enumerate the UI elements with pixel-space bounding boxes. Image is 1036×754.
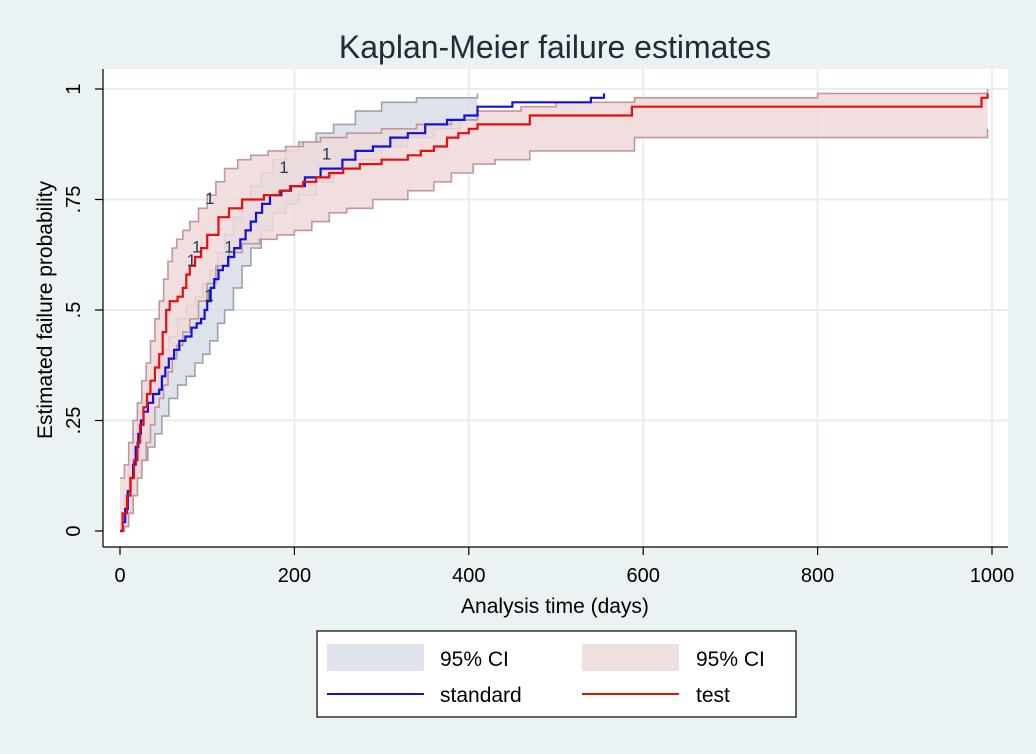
legend: 95% CI 95% CI standard test (316, 630, 797, 718)
chart-title: Kaplan-Meier failure estimates (339, 29, 771, 65)
censor-mark-0: 1 (279, 158, 288, 177)
x-tick-label-5: 1000 (970, 565, 1015, 587)
ci-band-test (120, 89, 988, 531)
legend-label-standard: standard (440, 684, 522, 707)
x-ticks: 0 200 400 600 800 1000 (114, 547, 1014, 587)
series-lines (120, 93, 989, 533)
x-tick-label-4: 800 (801, 565, 834, 587)
censor-mark-1: 1 (322, 145, 331, 164)
censor-mark-6: 1 (204, 286, 213, 305)
x-tick-label-1: 200 (278, 565, 311, 587)
censor-mark-2: 1 (205, 189, 214, 208)
censor-mark-3: 1 (192, 238, 201, 257)
y-ticks: 0 .25 .5 .75 1 (63, 83, 103, 537)
censor-mark-5: 1 (224, 238, 233, 257)
legend-label-test: test (696, 684, 730, 707)
ci-band-test-lower (120, 128, 989, 532)
legend-swatch-ci-test (582, 644, 679, 671)
legend-swatch-ci-standard (327, 644, 424, 671)
censor-mark-4: 1 (187, 251, 196, 270)
legend-label-ci-test: 95% CI (696, 648, 765, 671)
x-axis-label: Analysis time (days) (461, 595, 649, 618)
series-line-test (120, 93, 989, 533)
y-tick-label-0: 0 (63, 525, 85, 536)
y-tick-label-2: .5 (63, 302, 85, 319)
x-tick-label-0: 0 (114, 565, 125, 587)
x-tick-label-2: 400 (452, 565, 485, 587)
y-tick-label-1: .25 (63, 407, 85, 435)
y-axis-label: Estimated failure probability (34, 181, 57, 439)
axes (102, 69, 1008, 548)
y-tick-label-3: .75 (63, 186, 85, 214)
y-tick-label-4: 1 (63, 83, 85, 94)
legend-label-ci-standard: 95% CI (440, 648, 509, 671)
ci-bands (120, 89, 989, 532)
x-tick-label-3: 600 (627, 565, 660, 587)
